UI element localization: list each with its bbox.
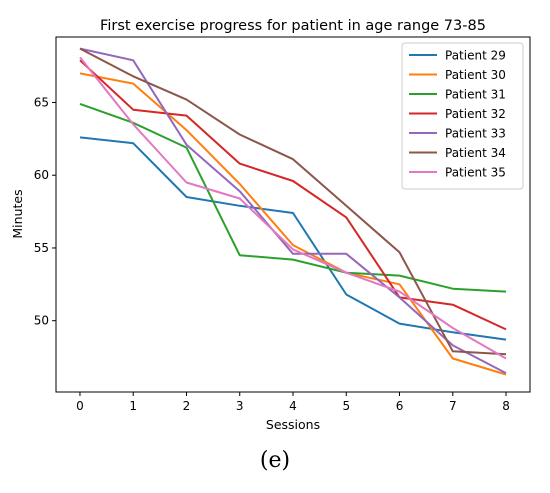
x-tick-label: 2 (183, 399, 191, 413)
x-tick-label: 5 (342, 399, 350, 413)
series-line-4 (79, 59, 507, 331)
y-tick-label: 50 (34, 314, 49, 328)
x-tick-label: 3 (236, 399, 244, 413)
y-tick-label: 60 (34, 168, 49, 182)
series-line-2 (79, 72, 507, 376)
legend-label: Patient 34 (445, 146, 506, 160)
y-axis-label: Minutes (10, 189, 25, 238)
series-line-5 (79, 47, 507, 374)
chart-title: First exercise progress for patient in a… (100, 18, 486, 34)
x-tick-label: 4 (289, 399, 297, 413)
series-line-3 (79, 102, 507, 293)
figure-caption: (e) (259, 448, 291, 473)
legend-label: Patient 31 (445, 88, 506, 102)
x-tick-label: 8 (502, 399, 510, 413)
legend-label: Patient 33 (445, 127, 506, 141)
x-tick-label: 6 (396, 399, 404, 413)
x-tick-label: 1 (129, 399, 137, 413)
x-axis-label: Sessions (266, 417, 320, 432)
y-tick-label: 65 (34, 95, 49, 109)
series-lines (79, 47, 507, 376)
legend-label: Patient 32 (445, 107, 506, 121)
y-tick-label: 55 (34, 241, 49, 255)
legend-label: Patient 30 (445, 68, 506, 82)
y-axis: 50 55 60 65 (34, 95, 56, 328)
series-line-6 (79, 47, 507, 356)
x-tick-label: 7 (449, 399, 457, 413)
legend: Patient 29 Patient 30 Patient 31 Patient 32… (401, 42, 524, 190)
legend-label: Patient 29 (445, 49, 506, 63)
x-axis: 0 1 2 3 4 5 6 7 8 (76, 392, 510, 413)
legend-label: Patient 35 (445, 166, 506, 180)
series-line-7 (79, 56, 507, 360)
x-tick-label: 0 (76, 399, 84, 413)
